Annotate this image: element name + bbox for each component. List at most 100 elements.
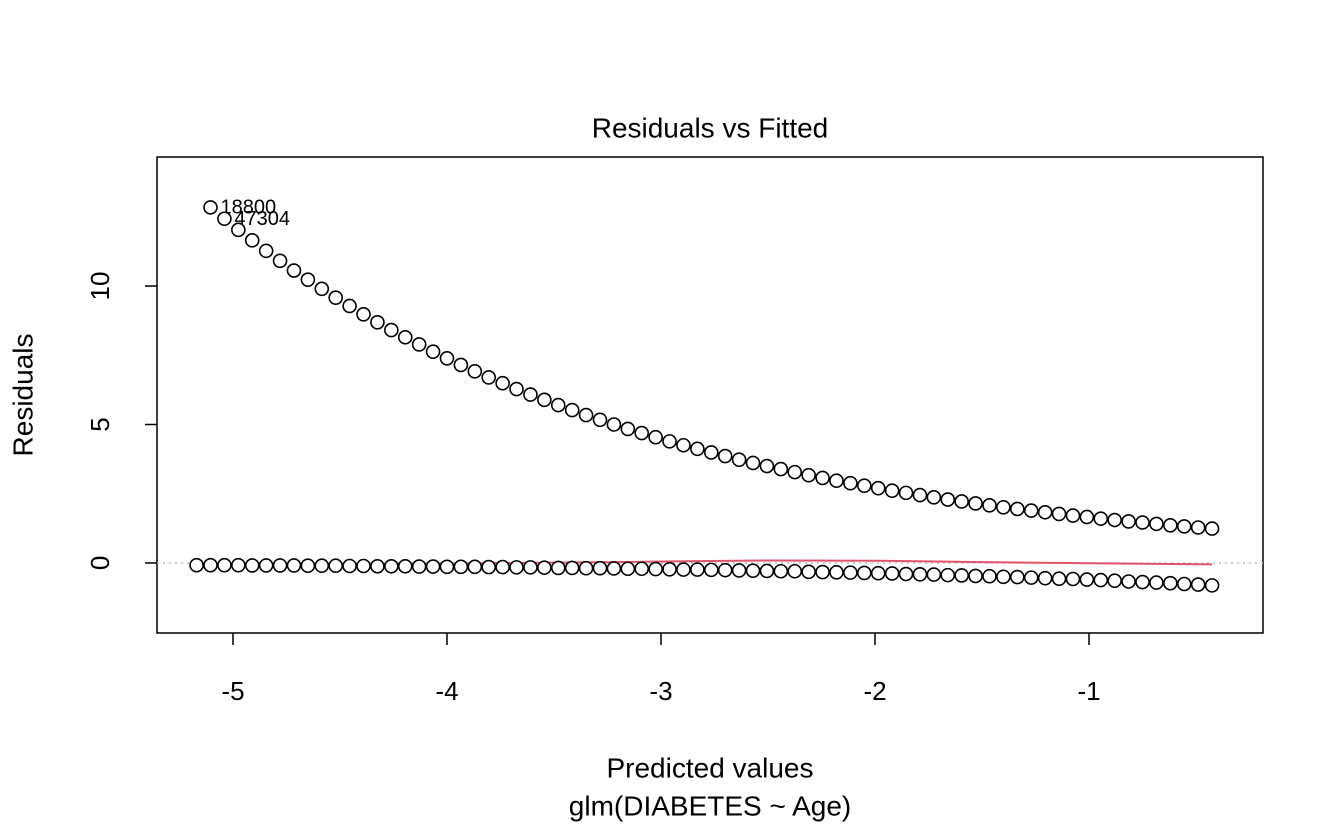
data-point: [1204, 521, 1220, 536]
data-point: [676, 437, 691, 453]
data-point: [495, 375, 510, 391]
data-point: [745, 455, 761, 471]
data-point: [1163, 575, 1178, 591]
data-point: [314, 281, 330, 297]
data-point: [397, 329, 413, 345]
data-point: [1051, 571, 1067, 587]
data-point: [1204, 578, 1220, 593]
data-point: [592, 560, 608, 576]
data-point: [244, 558, 260, 573]
x-tick-label: -4: [435, 676, 458, 706]
data-point: [578, 560, 594, 576]
data-point: [996, 569, 1011, 585]
x-tick-label: -3: [649, 676, 672, 706]
data-point: [425, 559, 441, 574]
data-point: [982, 568, 997, 584]
data-point: [606, 417, 622, 432]
data-point: [1065, 508, 1081, 523]
point-label: 47304: [234, 208, 290, 230]
y-tick-label: 5: [85, 417, 115, 431]
data-point: [843, 565, 858, 580]
data-point: [481, 559, 497, 575]
data-point: [717, 448, 733, 464]
data-point: [550, 397, 566, 413]
data-point: [384, 558, 399, 574]
data-point: [787, 464, 803, 480]
data-point: [926, 490, 942, 505]
data-point: [731, 452, 747, 467]
data-point: [703, 562, 719, 578]
data-point: [244, 233, 260, 248]
x-tick-label: -1: [1077, 676, 1100, 706]
data-point: [1093, 572, 1109, 588]
data-point: [286, 263, 302, 278]
data-point: [495, 559, 510, 575]
data-point: [217, 557, 232, 573]
data-point: [940, 492, 956, 507]
data-point: [203, 557, 218, 573]
data-point: [217, 211, 232, 227]
data-point: [1107, 573, 1122, 588]
data-point: [648, 561, 663, 577]
x-axis-sublabel: glm(DIABETES ~ Age): [569, 790, 851, 821]
y-axis-label: Residuals: [7, 334, 38, 457]
data-point: [982, 498, 997, 513]
data-point: [523, 560, 538, 575]
data-point: [231, 557, 246, 573]
data-point: [314, 558, 330, 574]
data-point: [801, 564, 816, 580]
data-point: [370, 558, 385, 574]
data-point: [564, 560, 580, 576]
data-point: [1190, 520, 1206, 535]
data-point: [342, 298, 357, 314]
data-point: [272, 558, 288, 573]
data-point: [745, 563, 761, 578]
data-point: [564, 402, 580, 418]
data-point: [870, 480, 886, 496]
data-point: [258, 243, 274, 259]
data-point: [1093, 511, 1109, 526]
data-point: [926, 567, 942, 582]
data-point: [1023, 570, 1039, 585]
data-point: [1107, 512, 1122, 528]
data-point: [397, 558, 413, 574]
data-point: [258, 558, 274, 573]
data-point: [884, 483, 900, 498]
data-point: [1065, 571, 1081, 587]
data-point: [1149, 575, 1164, 590]
data-point: [773, 563, 789, 579]
x-tick-label: -2: [863, 676, 886, 706]
data-point: [550, 560, 566, 576]
data-point: [1079, 572, 1095, 587]
data-point: [467, 559, 483, 575]
data-point: [620, 561, 636, 577]
data-point: [759, 458, 775, 474]
data-point: [523, 387, 538, 402]
data-point: [857, 565, 872, 581]
x-tick-label: -5: [221, 676, 244, 706]
data-point: [481, 370, 497, 385]
data-point: [843, 475, 858, 491]
data-point: [634, 561, 650, 577]
data-point: [328, 290, 343, 305]
data-point: [690, 562, 705, 577]
data-point: [954, 494, 969, 509]
point-label: 18800: [221, 197, 277, 219]
y-tick-label: 10: [85, 272, 115, 301]
y-tick-label: 0: [85, 556, 115, 570]
data-point: [1037, 570, 1053, 586]
data-point: [328, 558, 343, 574]
data-point: [968, 496, 983, 511]
data-point: [829, 565, 844, 580]
data-point: [439, 351, 455, 366]
data-point: [509, 560, 524, 575]
data-point: [537, 560, 552, 575]
data-point: [1176, 519, 1192, 534]
data-point: [898, 485, 914, 501]
data-point: [356, 558, 371, 574]
data-point: [439, 559, 455, 575]
data-point: [1176, 576, 1192, 592]
data-point: [1051, 506, 1067, 522]
data-point: [509, 381, 524, 397]
